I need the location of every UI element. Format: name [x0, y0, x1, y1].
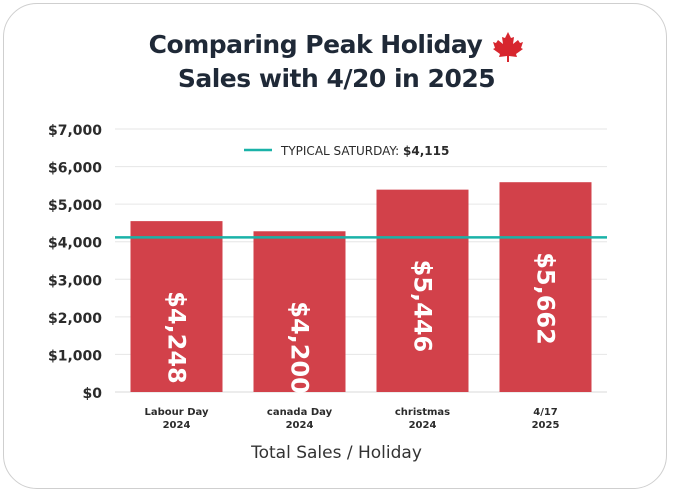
bar-value-label: $4,200	[286, 301, 314, 394]
y-tick-label: $2,000	[48, 311, 102, 327]
bar-value-label: $5,662	[532, 252, 560, 345]
reference-legend-value: $4,115	[403, 144, 449, 158]
x-tick-label: christmas	[395, 407, 450, 418]
title-line-1: Comparing Peak Holiday	[148, 30, 483, 59]
maple-leaf-icon	[493, 32, 524, 62]
bar-value-label: $5,446	[409, 260, 437, 353]
x-tick-label: 2024	[409, 420, 437, 431]
title-line-2: Sales with 4/20 in 2025	[177, 64, 496, 93]
x-tick-label: 2025	[532, 420, 560, 431]
y-tick-label: $6,000	[48, 161, 102, 177]
y-tick-label: $5,000	[48, 198, 102, 214]
bar	[499, 182, 592, 392]
bar	[130, 221, 223, 392]
bar	[253, 231, 346, 392]
y-tick-label: $4,000	[48, 236, 102, 252]
x-tick-label: 2024	[286, 420, 314, 431]
x-tick-label: canada Day	[267, 407, 333, 418]
x-tick-label: 2024	[163, 420, 191, 431]
bar-value-label: $4,248	[163, 291, 191, 384]
y-tick-label: $1,000	[48, 348, 102, 364]
bar	[376, 189, 469, 392]
chart-title: Comparing Peak Holiday Sales with 4/20 i…	[0, 28, 673, 96]
y-tick-label: $7,000	[48, 123, 102, 139]
x-tick-label: Labour Day	[145, 407, 209, 418]
y-tick-label: $3,000	[48, 273, 102, 289]
y-tick-label: $0	[83, 386, 103, 402]
x-tick-label: 4/17	[533, 407, 558, 418]
x-axis-label: Total Sales / Holiday	[251, 443, 422, 463]
reference-legend-label: TYPICAL SATURDAY: $4,115	[280, 144, 449, 158]
